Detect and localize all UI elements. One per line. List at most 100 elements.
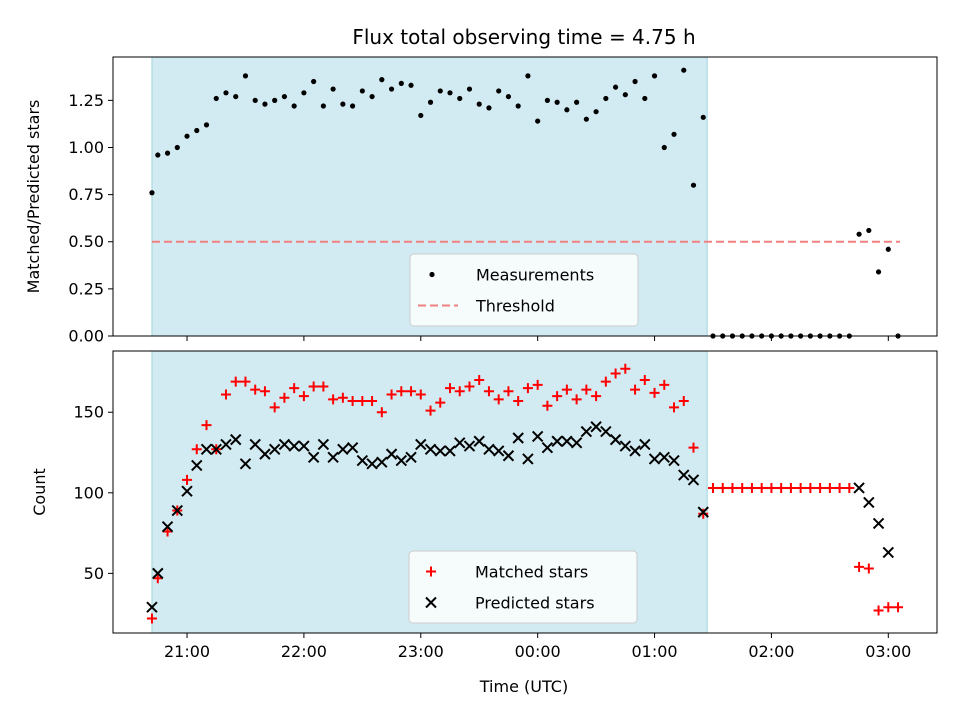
data-point (454, 386, 465, 397)
data-point (531, 430, 544, 443)
data-point (795, 482, 806, 493)
data-point (580, 425, 593, 438)
data-point (551, 435, 563, 447)
data-point (386, 389, 397, 400)
data-point (525, 73, 531, 79)
data-point (356, 454, 369, 467)
data-point (512, 432, 524, 444)
top-panel-measurements: 0.00 0.25 0.50 0.75 1.00 1.25 Matched/Predicte… (24, 56, 938, 346)
y-tick-label: 0.00 (68, 327, 104, 346)
data-point (854, 561, 865, 572)
data-point (493, 394, 504, 405)
data-point (532, 379, 543, 390)
data-point (396, 386, 407, 397)
data-point (395, 454, 408, 467)
x-tick-label: 01:00 (631, 642, 677, 661)
data-point (298, 391, 309, 402)
data-point (473, 435, 485, 447)
data-point (883, 602, 894, 613)
data-point (308, 381, 319, 392)
data-point (220, 438, 232, 451)
data-point (483, 386, 494, 397)
data-point (262, 101, 268, 107)
data-point (434, 445, 446, 457)
data-point (194, 127, 200, 134)
data-point (513, 395, 524, 406)
legend-box (409, 253, 639, 327)
data-point (483, 443, 495, 456)
data-point (496, 88, 502, 94)
data-point (866, 227, 872, 234)
data-point (269, 402, 280, 413)
data-point (571, 394, 582, 405)
data-point (522, 383, 533, 394)
data-point (447, 90, 453, 96)
legend-marker (425, 596, 437, 609)
data-point (203, 122, 210, 128)
data-point (609, 433, 622, 446)
data-point (805, 482, 816, 493)
data-point (639, 438, 651, 451)
data-point (669, 402, 680, 413)
data-point (671, 131, 677, 137)
data-point (466, 86, 473, 92)
data-point (146, 613, 157, 624)
data-point (668, 454, 680, 467)
x-tick-label: 22:00 (281, 642, 327, 661)
y-tick-label: 0.75 (68, 185, 104, 204)
data-point (435, 397, 446, 408)
data-point (776, 482, 787, 493)
series-matched-stars (146, 363, 904, 624)
data-point (242, 73, 249, 79)
data-point (444, 445, 456, 457)
data-point (184, 133, 190, 139)
data-point (873, 605, 884, 616)
data-point (737, 482, 748, 493)
data-point (337, 392, 348, 403)
data-point (785, 482, 796, 493)
chart-title: Flux total observing time = 4.75 h (352, 25, 695, 49)
series-predicted-stars (146, 421, 895, 613)
data-point (756, 482, 767, 493)
data-point (418, 112, 424, 119)
data-point (327, 451, 339, 464)
data-point (171, 504, 183, 517)
data-point (385, 448, 398, 460)
data-point (570, 437, 583, 449)
data-point (249, 438, 261, 451)
data-point (492, 445, 505, 457)
data-point (690, 182, 697, 188)
data-point (152, 573, 163, 584)
data-point (311, 78, 317, 85)
data-point (191, 459, 203, 472)
data-point (182, 474, 193, 485)
data-point (298, 440, 310, 452)
data-point (268, 443, 281, 456)
data-point (746, 482, 757, 493)
y-axis-label: Count (30, 468, 49, 516)
data-point (213, 95, 219, 102)
x-tick-label: 02:00 (748, 642, 794, 661)
y-tick-label: 0.50 (68, 232, 104, 251)
y-tick-label: 50 (84, 564, 104, 583)
data-point (272, 97, 278, 103)
data-point (834, 482, 845, 493)
data-point (476, 101, 482, 107)
y-tick-label: 1.00 (68, 138, 104, 157)
data-point (320, 103, 326, 109)
data-point (486, 105, 492, 111)
data-point (210, 443, 222, 456)
data-point (164, 150, 171, 156)
data-point (552, 391, 563, 402)
data-point (408, 82, 414, 88)
data-point (415, 389, 426, 400)
data-point (766, 482, 777, 493)
data-point (259, 386, 270, 397)
data-point (174, 144, 180, 151)
data-point (405, 451, 417, 464)
data-point (564, 107, 570, 113)
series-measurements (149, 67, 901, 339)
y-tick-label: 100 (73, 483, 104, 502)
y-tick-label: 150 (73, 403, 104, 422)
data-point (357, 395, 368, 406)
